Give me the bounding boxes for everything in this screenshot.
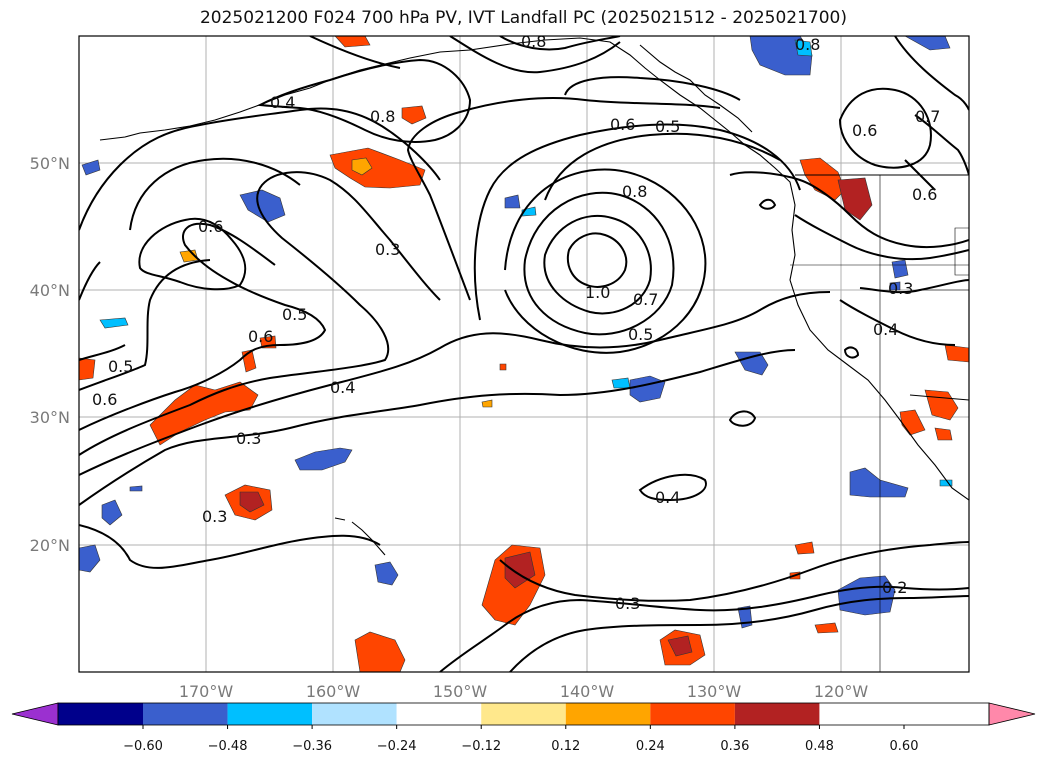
contour-label: 0.4	[873, 320, 898, 339]
colorbar-bin	[904, 703, 989, 725]
colorbar-bin	[58, 703, 143, 725]
colorbar-bin	[481, 703, 566, 725]
colorbar-bin	[819, 703, 904, 725]
contour-label: 0.4	[270, 93, 295, 112]
colorbar-bin	[312, 703, 397, 725]
contour-label: 0.2	[882, 578, 907, 597]
negative-shading	[79, 36, 953, 629]
contour-label: 0.5	[655, 117, 680, 136]
colorbar-tick-label: 0.60	[890, 739, 919, 754]
colorbar-tick-label: 0.24	[636, 739, 665, 754]
contour-label: 0.8	[521, 32, 546, 51]
positive-shading	[79, 36, 969, 672]
lon-label: 170°W	[179, 682, 234, 701]
contour-label: 0.6	[198, 217, 223, 236]
colorbar-frame	[57, 702, 990, 726]
colorbar-bin	[227, 703, 313, 725]
lat-label: 30°N	[30, 408, 70, 427]
map-frame	[78, 35, 970, 673]
lon-label: 130°W	[687, 682, 742, 701]
contour-label-group: 0.8 0.8 0.4 0.8 0.6 0.5 0.6 0.7 0.6 0.3 …	[92, 32, 940, 613]
contour-label: 0.3	[236, 429, 261, 448]
contour-label: 0.6	[852, 121, 877, 140]
colorbar-tick-label: −0.48	[208, 739, 248, 754]
colorbar-tick-label: 0.48	[805, 739, 834, 754]
colorbar-extend-high	[988, 702, 1036, 726]
colorbar-bin	[143, 703, 228, 725]
contour-label: 1.0	[585, 283, 610, 302]
lon-label: 140°W	[560, 682, 615, 701]
map-title: 2025021200 F024 700 hPa PV, IVT Landfall…	[199, 8, 847, 28]
lon-label: 150°W	[433, 682, 488, 701]
colorbar-bin	[734, 703, 820, 725]
colorbar-bin	[565, 703, 651, 725]
colorbar-bin	[650, 703, 735, 725]
colorbar: −0.60 −0.48 −0.36 −0.24 −0.12 0.12 0.24 0.36 0.4…	[11, 702, 1036, 754]
contour-label: 0.6	[912, 185, 937, 204]
contour-label: 0.3	[375, 240, 400, 259]
contour-label: 0.5	[108, 357, 133, 376]
colorbar-tick-label: 0.36	[720, 739, 749, 754]
lon-label: 160°W	[306, 682, 361, 701]
contour-label: 0.7	[915, 107, 940, 126]
coastlines	[99, 37, 969, 672]
contour-label: 0.8	[622, 182, 647, 201]
contour-label: 0.3	[615, 594, 640, 613]
colorbar-tick-label: −0.12	[461, 739, 501, 754]
contour-lines	[79, 36, 969, 672]
longitude-labels: 170°W 160°W 150°W 140°W 130°W 120°W	[179, 682, 869, 701]
contour-label: 0.4	[655, 488, 680, 507]
contour-label: 0.5	[628, 325, 653, 344]
contour-label: 0.3	[888, 279, 913, 298]
contour-label: 0.6	[610, 115, 635, 134]
contour-label: 0.5	[282, 305, 307, 324]
colorbar-tick-label: −0.36	[292, 739, 332, 754]
lat-label: 50°N	[30, 154, 70, 173]
colorbar-tick-label: −0.60	[123, 739, 163, 754]
contour-label: 0.8	[795, 35, 820, 54]
colorbar-tick-label: −0.24	[377, 739, 417, 754]
contour-label: 0.3	[202, 507, 227, 526]
gridlines	[79, 36, 969, 672]
colorbar-bin	[396, 703, 482, 725]
lon-label: 120°W	[814, 682, 869, 701]
contour-label: 0.4	[330, 378, 355, 397]
colorbar-extend-low	[11, 702, 59, 726]
contour-label: 0.7	[633, 290, 658, 309]
lat-label: 40°N	[30, 281, 70, 300]
contour-label: 0.6	[248, 327, 273, 346]
lat-label: 20°N	[30, 536, 70, 555]
colorbar-tick-label: 0.12	[551, 739, 580, 754]
contour-label: 0.8	[370, 107, 395, 126]
contour-label: 0.6	[92, 390, 117, 409]
latitude-labels: 50°N 40°N 30°N 20°N	[30, 154, 70, 555]
